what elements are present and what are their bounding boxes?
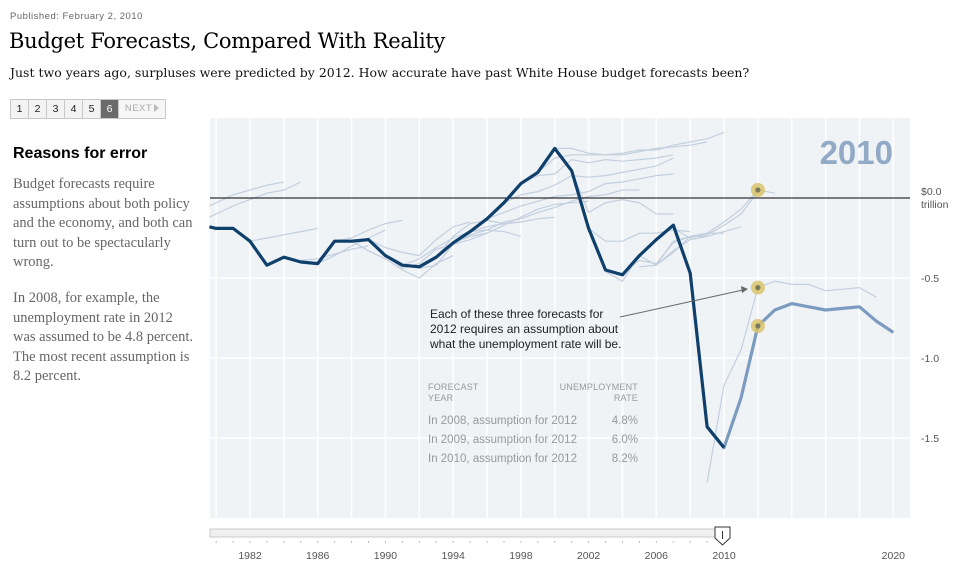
x-tick-label: 1998 (509, 550, 533, 562)
forecast-line (486, 173, 674, 220)
slider-track[interactable] (209, 528, 723, 538)
x-tick-label: 2002 (577, 550, 601, 562)
arrow-head-icon (741, 286, 748, 293)
x-tick-label: 2020 (882, 550, 906, 562)
highlight-point (755, 285, 761, 291)
next-button[interactable]: NEXT (119, 100, 165, 118)
forecast-line (571, 170, 674, 215)
table-row: In 2010, assumption for 2012 8.2% (428, 450, 638, 469)
forecast-line (209, 181, 285, 207)
y-tick-label: -1.0 (921, 353, 939, 365)
highlight-point (755, 323, 761, 329)
page-5-button[interactable]: 5 (83, 100, 101, 118)
main-lines (209, 146, 895, 450)
annotation-arrow (619, 289, 744, 318)
row-value: 4.8% (611, 415, 638, 427)
row-value: 6.0% (611, 434, 638, 446)
forecast-line (317, 229, 386, 265)
header-line: RATE (613, 393, 638, 403)
y-tick-label: -1.5 (921, 433, 939, 445)
forecast-line (520, 154, 674, 185)
header-line: YEAR (428, 393, 454, 403)
next-label: NEXT (124, 103, 153, 114)
grid-horizontal (210, 277, 910, 439)
forecast-line (435, 216, 555, 258)
x-tick-label: 1982 (238, 550, 262, 562)
page-6-button[interactable]: 6 (101, 100, 119, 118)
header-line: UNEMPLOYMENT (559, 382, 638, 392)
x-tick-label: 1994 (441, 550, 465, 562)
table-header-unemployment-rate: UNEMPLOYMENT RATE (560, 382, 638, 404)
forecast-line (419, 229, 522, 269)
forecast-line (209, 181, 302, 218)
page-title: Budget Forecasts, Compared With Reality (9, 29, 446, 53)
page-4-button[interactable]: 4 (65, 100, 83, 118)
page-3-button[interactable]: 3 (47, 100, 65, 118)
published-date: Published: February 2, 2010 (10, 11, 143, 22)
page-1-button[interactable]: 1 (11, 100, 29, 118)
y-tick-label: $0.0 (921, 186, 942, 198)
current-forecast-line (705, 302, 895, 450)
x-axis-labels: 1982 1986 1990 1994 1998 2002 2006 2010 2020 (238, 550, 905, 562)
triangle-right-icon (154, 104, 160, 112)
forecast-line (385, 232, 488, 269)
forecast-line (655, 191, 759, 266)
x-tick-label: 1990 (374, 550, 398, 562)
annotation-text: Each of these three forecasts for 2012 r… (430, 307, 622, 351)
page-subtitle: Just two years ago, surpluses were predi… (10, 65, 750, 80)
forecast-line (402, 221, 521, 266)
y-tick-unit: trillion (921, 199, 949, 211)
forecast-line (351, 240, 454, 279)
sidebar-heading: Reasons for error (13, 145, 148, 162)
slider-handle-icon[interactable] (714, 526, 731, 546)
y-tick-label: -0.5 (921, 273, 939, 285)
forecast-line (622, 232, 724, 274)
forecast-line (537, 141, 708, 173)
forecast-line (368, 221, 471, 257)
highlight-points (750, 183, 765, 333)
row-label: In 2008, assumption for 2012 (428, 415, 577, 427)
actual-line (209, 146, 726, 449)
forecast-line (452, 200, 589, 244)
row-label: In 2010, assumption for 2012 (428, 453, 577, 465)
header-line: FORECAST (428, 382, 479, 392)
forecast-line (334, 219, 403, 242)
past-forecast-lines (209, 131, 877, 483)
forecast-line (706, 280, 877, 483)
plot-background (210, 118, 910, 518)
forecast-line (605, 235, 708, 282)
slider-ticks (215, 541, 708, 543)
sidebar-paragraph: In 2008, for example, the unemployment r… (13, 290, 193, 384)
forecast-line (503, 157, 674, 204)
x-tick-label: 2006 (645, 550, 669, 562)
forecast-line (300, 245, 369, 261)
x-tick-label: 2010 (712, 550, 736, 562)
sidebar-paragraph: Budget forecasts require assumptions abo… (13, 176, 193, 270)
forecast-line (554, 131, 725, 156)
highlight-point (755, 187, 761, 193)
x-tick-label: 1986 (306, 550, 330, 562)
table-header-forecast-year: FORECAST YEAR (428, 382, 479, 404)
table-row: In 2008, assumption for 2012 4.8% (428, 412, 638, 431)
page-2-button[interactable]: 2 (29, 100, 47, 118)
forecast-line (249, 227, 318, 242)
row-label: In 2009, assumption for 2012 (428, 434, 577, 446)
row-value: 8.2% (611, 453, 638, 465)
table-row: In 2009, assumption for 2012 6.0% (428, 431, 638, 450)
year-slider[interactable] (209, 526, 731, 546)
forecast-table: FORECAST YEAR UNEMPLOYMENT RATE In 2008, a… (428, 382, 638, 469)
pagination: 1 2 3 4 5 6 NEXT (10, 99, 166, 119)
year-label: 2010 (820, 134, 893, 171)
